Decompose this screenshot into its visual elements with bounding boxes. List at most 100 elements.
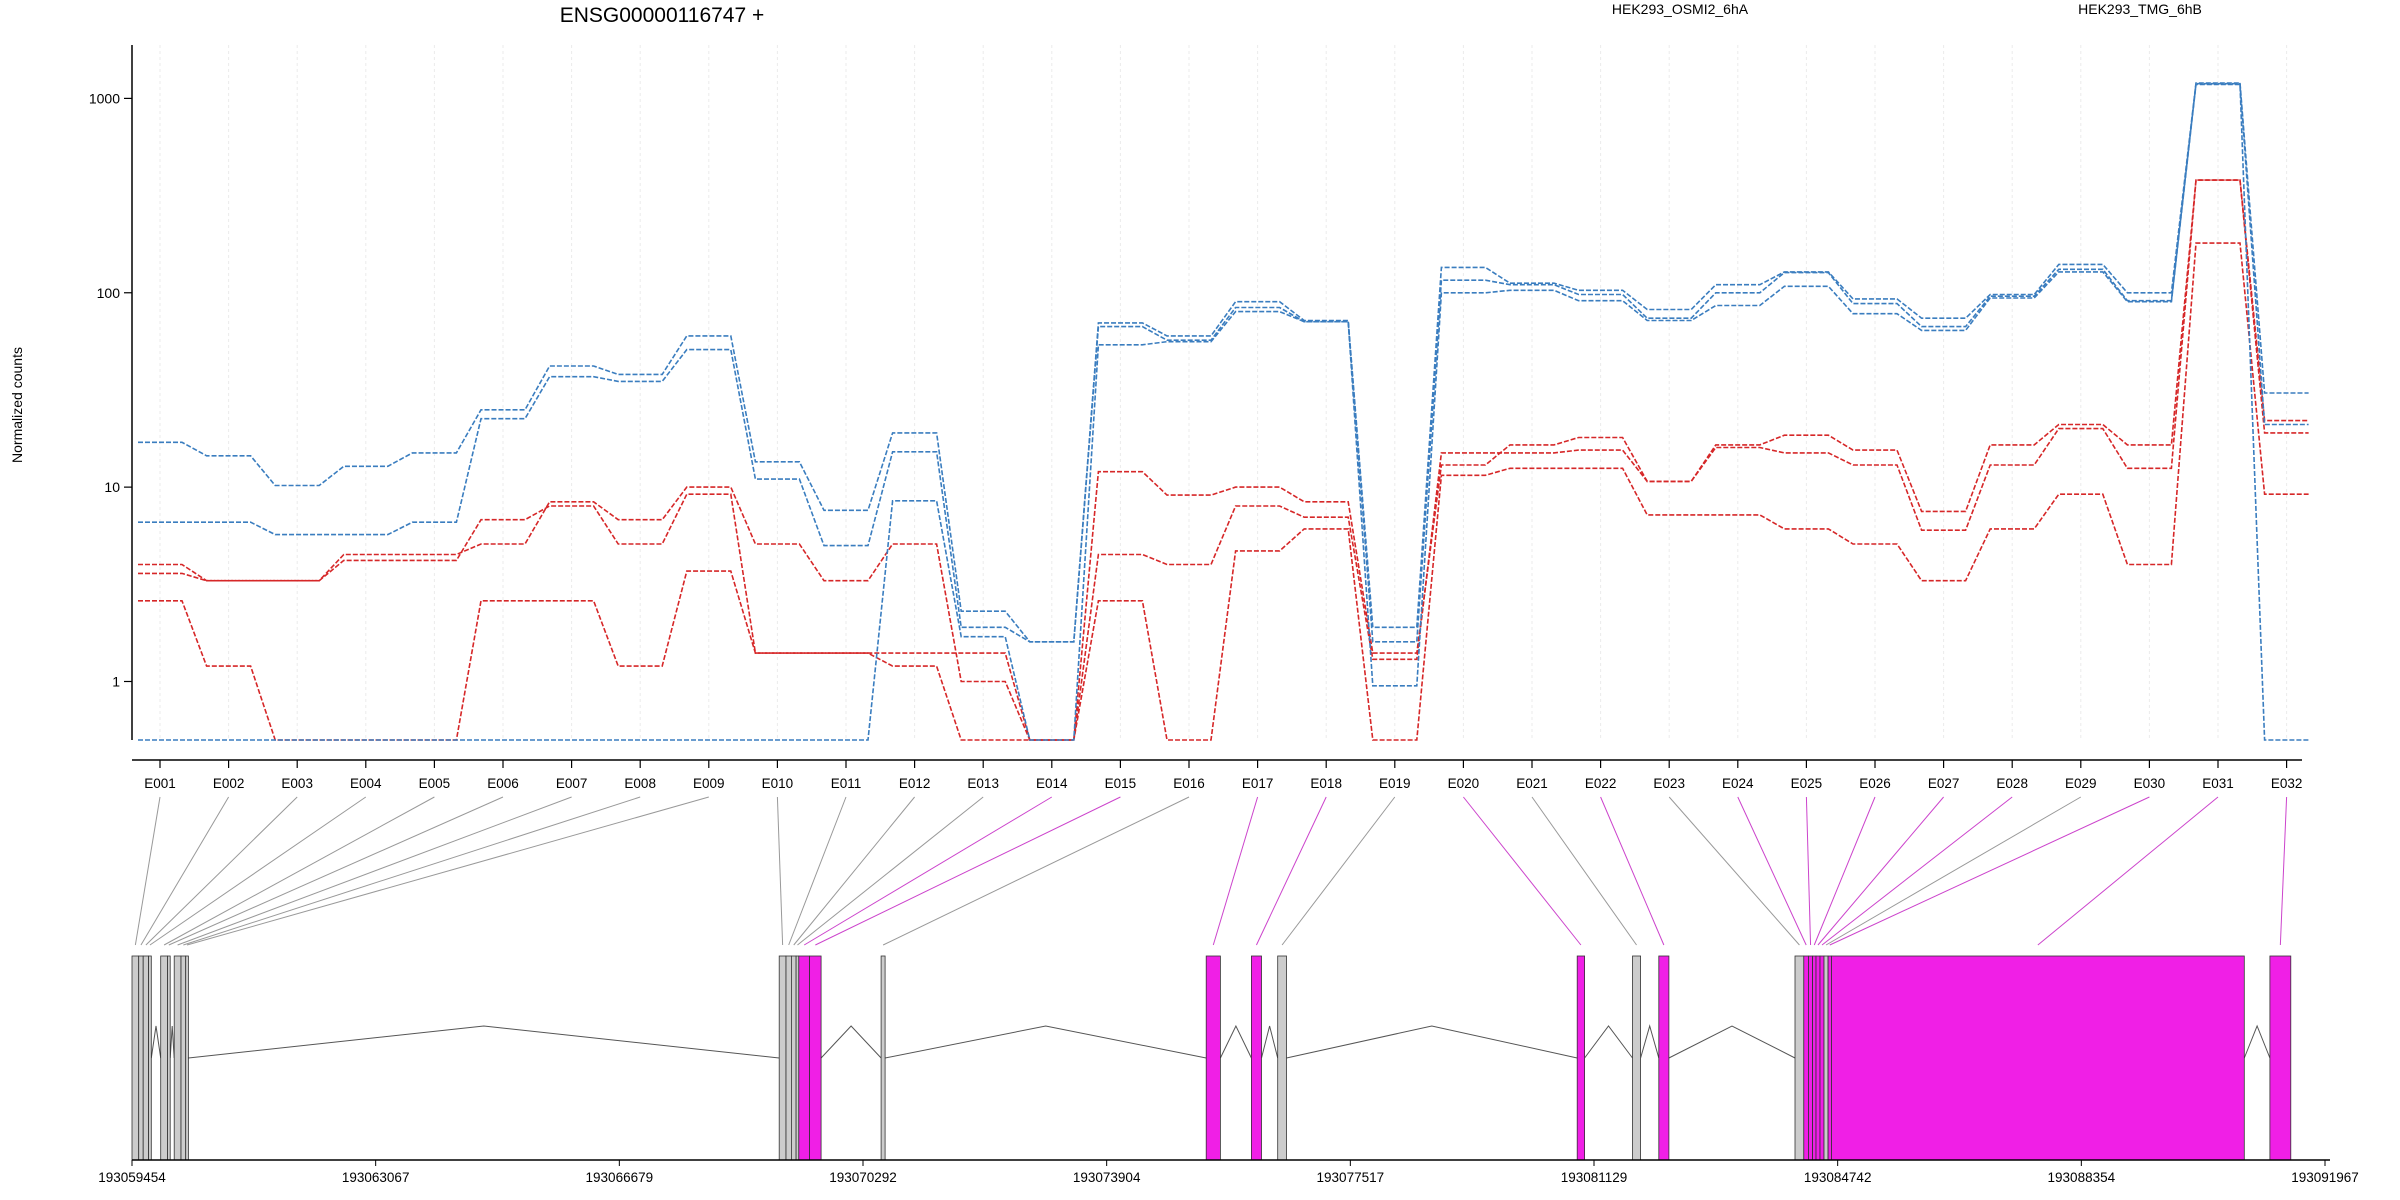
exon-label: E004 (350, 776, 382, 791)
coord-tick-label: 193077517 (1317, 1170, 1385, 1185)
exon-connector (149, 796, 367, 946)
exon-box (173, 955, 182, 1161)
exon-gridlines (159, 45, 2288, 740)
exon-box (2269, 955, 2292, 1161)
exon-box (1831, 955, 2245, 1161)
exon-connector (145, 796, 298, 946)
coord-tick-label: 193081129 (1561, 1170, 1628, 1185)
exon-box (1205, 955, 1221, 1161)
intron (820, 1025, 882, 1059)
intron (169, 1025, 175, 1059)
exon-box (1803, 955, 1809, 1161)
y-ticks: 1 10 100 1000 (89, 90, 132, 689)
series-line (138, 83, 2309, 741)
exon-connector (815, 796, 1121, 946)
exon-connector (1813, 796, 1876, 946)
exon-box (142, 955, 149, 1161)
exon-connector (1463, 796, 1582, 946)
chart-title: ENSG00000116747 + (560, 4, 765, 27)
exon-label: E015 (1105, 776, 1137, 791)
exon-label: E020 (1448, 776, 1480, 791)
exon-connector (793, 796, 915, 946)
exon-box (167, 955, 171, 1161)
legend-osmi2: HEK293_OSMI2_6hA (1612, 1, 1749, 17)
y-tick-label: 10 (104, 479, 120, 495)
exon-connector (1817, 796, 1944, 946)
exon-label: E028 (1996, 776, 2028, 791)
coord-tick-label: 193063067 (342, 1170, 410, 1185)
y-tick-label: 100 (97, 285, 121, 301)
exon-connector (1256, 796, 1327, 946)
intron (1584, 1025, 1633, 1059)
series-line (138, 242, 2309, 741)
exon-connector (163, 796, 435, 946)
coord-tick-label: 193073904 (1073, 1170, 1141, 1185)
intron (1219, 1024, 1252, 1059)
exon-connector (1821, 796, 2013, 946)
exon-box (1251, 955, 1262, 1161)
exon-box (1794, 955, 1805, 1161)
exon-connector (1829, 796, 2150, 946)
exon-box (160, 955, 168, 1161)
exon-connector (2037, 796, 2219, 946)
exon-box (798, 955, 810, 1161)
exon-box (148, 955, 152, 1161)
intron (2243, 1024, 2271, 1059)
exon-connector (788, 796, 847, 946)
exon-label: E022 (1585, 776, 1617, 791)
exon-connector (776, 796, 784, 946)
exon-box (778, 955, 787, 1161)
exon-label: E003 (281, 776, 313, 791)
coord-tick-label: 193066679 (586, 1170, 654, 1185)
exon-label: E026 (1859, 776, 1891, 791)
exon-label: E018 (1310, 776, 1342, 791)
exon-label: E025 (1791, 776, 1823, 791)
exon-box (138, 955, 144, 1161)
exon-connector (1737, 796, 1807, 946)
series-line (138, 179, 2309, 741)
exon-connector (797, 796, 984, 946)
coordinate-ticks: 193059454 193063067 193066679 193070292 1930… (98, 1160, 2359, 1185)
exon-connector (140, 796, 230, 946)
exon-box (1658, 955, 1670, 1161)
exon-label: E016 (1173, 776, 1205, 791)
exon-box (1819, 955, 1825, 1161)
exon-label: E023 (1653, 776, 1685, 791)
exon-label: E006 (487, 776, 519, 791)
exon-connector (186, 796, 709, 946)
intron (1261, 1025, 1279, 1059)
exon-box (785, 955, 792, 1161)
legend-tmg: HEK293_TMG_6hB (2078, 1, 2202, 17)
exon-connector (168, 796, 504, 946)
series-lines (138, 82, 2309, 741)
exon-label: E021 (1516, 776, 1548, 791)
coord-tick-label: 193091967 (2291, 1170, 2359, 1185)
y-tick-label: 1 (112, 673, 120, 689)
intron (885, 1025, 1207, 1059)
exon-label: E009 (693, 776, 725, 791)
series-line (138, 179, 2309, 741)
exon-box (131, 955, 140, 1161)
exon-label: E014 (1036, 776, 1068, 791)
intron (1286, 1025, 1578, 1059)
exon-label: E002 (213, 776, 245, 791)
exon-connector (1668, 796, 1800, 946)
exon-box (1277, 955, 1287, 1161)
exon-label: E007 (556, 776, 588, 791)
coord-tick-label: 193059454 (98, 1170, 166, 1185)
exon-box (185, 955, 189, 1161)
exon-label: E010 (762, 776, 794, 791)
exon-box (1815, 955, 1821, 1161)
exon-connector (2279, 796, 2288, 946)
intron (1640, 1024, 1660, 1059)
exon-connector (803, 796, 1053, 946)
exon-label: E005 (419, 776, 451, 791)
exon-connector (134, 796, 161, 946)
exon-label: E011 (831, 776, 862, 791)
exon-connector-lines (134, 796, 2288, 946)
intron (188, 1025, 780, 1059)
intron (150, 1025, 162, 1059)
exon-box (1823, 955, 1829, 1161)
coord-tick-label: 193088354 (2048, 1170, 2116, 1185)
